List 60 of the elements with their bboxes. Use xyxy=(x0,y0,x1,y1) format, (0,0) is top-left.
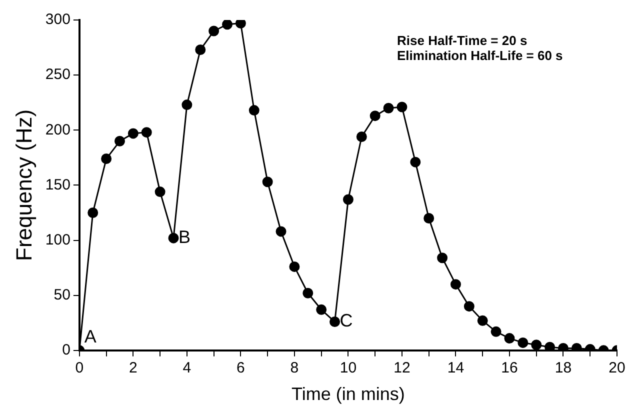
point xyxy=(464,301,474,312)
y-tick-label: 200 xyxy=(45,121,70,138)
point xyxy=(182,100,192,110)
point xyxy=(88,207,98,218)
point xyxy=(316,304,327,315)
point xyxy=(101,154,112,164)
x-tick-label: 2 xyxy=(129,360,138,377)
x-tick-label: 8 xyxy=(290,360,299,377)
point xyxy=(370,110,380,122)
point xyxy=(289,261,300,272)
point xyxy=(504,333,515,344)
point xyxy=(276,226,286,237)
y-tick-label: 0 xyxy=(62,342,70,359)
point xyxy=(154,186,166,198)
point xyxy=(235,20,246,29)
point xyxy=(490,326,502,337)
point xyxy=(141,127,152,138)
x-tick-label: 18 xyxy=(554,360,572,377)
x-tick-label: 14 xyxy=(447,360,464,377)
y-tick-label: 150 xyxy=(45,176,70,194)
point xyxy=(342,194,354,205)
point xyxy=(208,26,220,36)
x-tick-label: 0 xyxy=(75,360,84,377)
point xyxy=(195,44,206,55)
point xyxy=(531,340,542,350)
annotation: B xyxy=(178,227,191,248)
point xyxy=(477,315,488,326)
x-axis-title: Time (in mins) xyxy=(292,384,405,404)
point xyxy=(383,102,394,114)
y-tick-label: 300 xyxy=(45,11,70,28)
x-tick-label: 12 xyxy=(394,360,410,377)
point xyxy=(544,342,556,350)
point xyxy=(248,105,260,116)
point xyxy=(222,20,233,30)
annotation: C xyxy=(340,310,353,331)
x-tick-label: 20 xyxy=(608,360,626,377)
annotation: A xyxy=(84,326,96,346)
annotation: Rise Half-Time = 20 s xyxy=(397,33,528,48)
x-tick-label: 16 xyxy=(501,360,518,377)
point xyxy=(396,102,408,112)
point xyxy=(330,316,340,328)
point xyxy=(128,128,138,139)
point xyxy=(410,156,421,168)
x-tick-label: 10 xyxy=(340,360,357,377)
point xyxy=(302,288,314,298)
point xyxy=(424,212,434,224)
point xyxy=(437,252,448,264)
y-tick-label: 50 xyxy=(54,286,70,304)
point xyxy=(262,176,273,188)
annotation: Elimination Half-Life = 60 s xyxy=(397,48,563,64)
point xyxy=(518,337,528,348)
y-tick-label: 250 xyxy=(45,66,70,84)
point xyxy=(356,131,367,142)
point xyxy=(168,232,179,244)
y-tick-label: 100 xyxy=(45,231,70,248)
y-axis-title: Frequency (Hz) xyxy=(11,109,36,261)
x-tick-label: 4 xyxy=(182,360,192,377)
x-tick-label: 6 xyxy=(236,360,245,377)
point xyxy=(114,136,125,146)
point xyxy=(450,279,461,290)
